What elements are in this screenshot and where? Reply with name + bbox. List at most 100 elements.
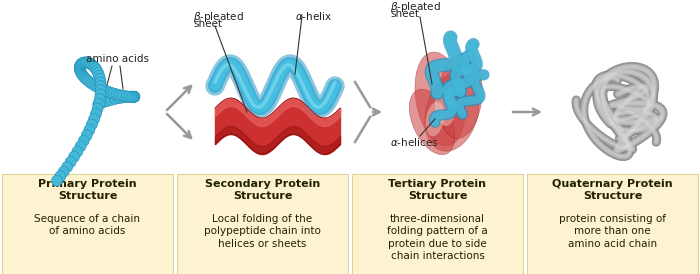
Circle shape — [124, 91, 135, 102]
Circle shape — [129, 91, 140, 102]
FancyBboxPatch shape — [352, 174, 523, 274]
Circle shape — [82, 57, 93, 68]
Circle shape — [86, 78, 97, 89]
Circle shape — [72, 146, 83, 157]
Circle shape — [92, 81, 103, 93]
FancyBboxPatch shape — [527, 174, 698, 274]
Text: $\alpha$-helix: $\alpha$-helix — [295, 10, 332, 22]
Circle shape — [87, 59, 98, 70]
Circle shape — [74, 61, 85, 72]
Circle shape — [80, 57, 91, 68]
Circle shape — [93, 98, 104, 109]
Circle shape — [86, 119, 97, 130]
Circle shape — [126, 91, 137, 102]
Circle shape — [76, 58, 88, 69]
Circle shape — [84, 124, 95, 135]
Circle shape — [102, 96, 113, 107]
Circle shape — [74, 62, 85, 73]
Circle shape — [129, 91, 139, 102]
FancyBboxPatch shape — [177, 174, 348, 274]
Circle shape — [95, 89, 106, 100]
Circle shape — [94, 70, 104, 81]
Circle shape — [111, 89, 122, 100]
Circle shape — [127, 91, 139, 102]
Circle shape — [95, 77, 106, 88]
Circle shape — [109, 93, 120, 104]
Circle shape — [129, 91, 140, 102]
Ellipse shape — [425, 73, 480, 151]
Circle shape — [90, 108, 101, 119]
Text: protein consisting of
more than one
amino acid chain: protein consisting of more than one amin… — [559, 214, 666, 249]
Circle shape — [81, 130, 92, 141]
Text: Sequence of a chain
of amino acids: Sequence of a chain of amino acids — [34, 214, 141, 236]
Circle shape — [93, 99, 104, 110]
Ellipse shape — [426, 102, 444, 136]
Circle shape — [97, 97, 108, 108]
Circle shape — [83, 58, 94, 68]
Circle shape — [62, 161, 73, 173]
Circle shape — [79, 57, 90, 68]
Text: three-dimensional
folding pattern of a
protein due to side
chain interactions: three-dimensional folding pattern of a p… — [387, 214, 488, 261]
Text: Quaternary Protein
Structure: Quaternary Protein Structure — [552, 179, 673, 201]
Circle shape — [113, 89, 125, 101]
Circle shape — [80, 73, 91, 84]
Circle shape — [125, 91, 136, 102]
Circle shape — [122, 91, 133, 102]
Text: $\beta$-pleated: $\beta$-pleated — [390, 0, 441, 14]
Circle shape — [74, 64, 85, 75]
Circle shape — [55, 171, 66, 182]
Text: sheet: sheet — [390, 9, 419, 19]
Circle shape — [91, 65, 102, 76]
Circle shape — [119, 92, 130, 103]
Text: Secondary Protein
Structure: Secondary Protein Structure — [205, 179, 320, 201]
Circle shape — [107, 88, 118, 99]
Circle shape — [75, 65, 86, 76]
Circle shape — [92, 103, 103, 114]
Circle shape — [106, 95, 117, 105]
Circle shape — [123, 91, 134, 102]
Circle shape — [65, 156, 76, 167]
Circle shape — [128, 91, 139, 102]
Circle shape — [58, 166, 69, 177]
Circle shape — [94, 93, 105, 104]
Circle shape — [98, 84, 109, 95]
Circle shape — [92, 67, 104, 78]
Circle shape — [116, 92, 127, 103]
Circle shape — [69, 151, 80, 162]
Circle shape — [90, 63, 101, 74]
Circle shape — [78, 135, 90, 146]
Circle shape — [76, 59, 87, 70]
Text: $\alpha$-helices: $\alpha$-helices — [390, 136, 438, 148]
Circle shape — [116, 90, 127, 101]
Text: sheet: sheet — [193, 19, 222, 29]
Ellipse shape — [410, 89, 455, 155]
Circle shape — [127, 92, 138, 102]
Circle shape — [89, 114, 99, 125]
Circle shape — [52, 175, 62, 186]
Circle shape — [75, 60, 86, 71]
Circle shape — [95, 85, 106, 96]
Circle shape — [119, 90, 130, 102]
Circle shape — [104, 87, 116, 98]
Text: amino acids: amino acids — [87, 54, 150, 64]
Circle shape — [94, 73, 106, 84]
Circle shape — [113, 93, 124, 104]
Circle shape — [95, 83, 106, 94]
Circle shape — [82, 75, 92, 86]
Ellipse shape — [438, 54, 482, 138]
Circle shape — [101, 86, 112, 97]
Text: $\beta$-pleated: $\beta$-pleated — [193, 10, 244, 24]
Circle shape — [89, 80, 100, 91]
FancyBboxPatch shape — [2, 174, 173, 274]
Circle shape — [78, 57, 89, 68]
Circle shape — [75, 141, 86, 152]
Circle shape — [95, 81, 106, 92]
Circle shape — [121, 91, 132, 102]
Circle shape — [85, 58, 96, 69]
Circle shape — [128, 92, 139, 102]
Circle shape — [84, 76, 95, 87]
Text: Local folding of the
polypeptide chain into
helices or sheets: Local folding of the polypeptide chain i… — [204, 214, 321, 249]
Text: Tertiary Protein
Structure: Tertiary Protein Structure — [389, 179, 486, 201]
Circle shape — [77, 69, 88, 80]
Text: Primary Protein
Structure: Primary Protein Structure — [38, 179, 136, 201]
